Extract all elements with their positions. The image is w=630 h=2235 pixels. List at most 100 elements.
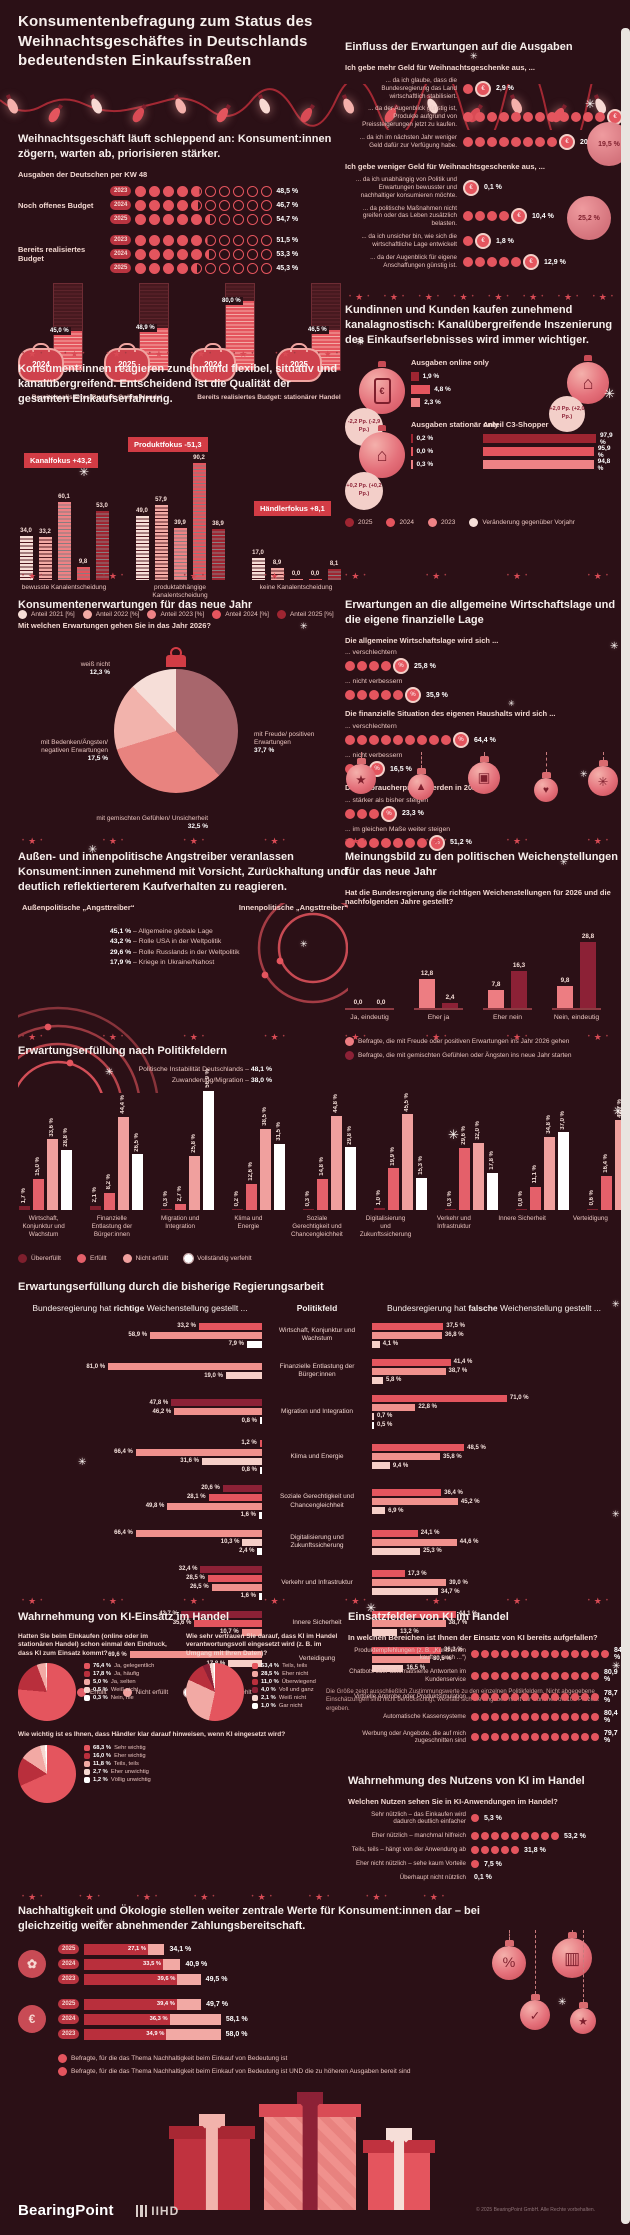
column: 1,7 % xyxy=(18,1188,30,1211)
value-label: 26,5 % xyxy=(189,1584,209,1591)
slice-value: 16,0 % xyxy=(93,1752,112,1759)
bar xyxy=(543,1136,555,1211)
dot xyxy=(511,1692,519,1701)
dot xyxy=(191,199,203,211)
slice-value: 11,8 % xyxy=(93,1760,111,1767)
slice-label: mit gemischten Gefühlen/ Unsicherheit xyxy=(96,814,208,822)
dot xyxy=(561,1671,569,1680)
value-label: 48,9 % xyxy=(134,323,157,332)
star-icon: ★ xyxy=(432,1031,441,1042)
star-dot-icon: • xyxy=(506,294,509,300)
star-dot-icon: • xyxy=(525,1598,528,1604)
inner-value: 33,5 % xyxy=(143,1961,162,1968)
value-label: 25,8 % xyxy=(191,1134,197,1153)
column: 1,0 % xyxy=(373,1190,385,1211)
dot xyxy=(561,1692,569,1701)
bar xyxy=(600,1175,612,1211)
dot xyxy=(571,1650,579,1659)
legend-item: 2,1 % Weiß nicht xyxy=(252,1695,316,1702)
star-group: • ★ • xyxy=(260,836,288,846)
total-value: 40,9 % xyxy=(185,1960,208,1968)
star-dot-icon: • xyxy=(587,838,590,844)
kanal-chart: Ausgaben online only 1,9 % 4,8 % 2,3 % € -2,2… xyxy=(345,356,617,510)
dot xyxy=(177,262,189,274)
legend-label: Vollständig verfehlt xyxy=(197,1254,252,1262)
star-group: • ★ • xyxy=(422,1031,450,1042)
percent-coin-icon: % xyxy=(393,658,409,675)
angsttreiber-chart: Außenpolitische „Angsttreiber“ Innenpolit… xyxy=(18,902,348,1093)
value-label: 13,2 % xyxy=(400,1629,419,1636)
column: 44,8 % xyxy=(330,1094,342,1211)
page-title: Konsumentenbefragung zum Status des Weih… xyxy=(18,13,313,69)
bar xyxy=(103,1192,115,1211)
bar-row: 0,8 % xyxy=(242,1466,262,1474)
value-label: 32,0 % xyxy=(475,1121,481,1140)
section-heading: Meinungsbild zu den politischen Weichens… xyxy=(345,851,618,878)
value-label: 8,2 % xyxy=(106,1174,112,1190)
dot xyxy=(561,1650,569,1659)
value-label: 6,9 % xyxy=(388,1507,404,1514)
dot xyxy=(541,1712,549,1721)
slice-label: Gar nicht xyxy=(278,1703,303,1710)
dot xyxy=(535,137,545,147)
legend-dot xyxy=(58,2066,67,2076)
star-dot-icon: • xyxy=(106,351,109,357)
value-label: 8,1 xyxy=(329,561,339,568)
star-dot-icon: • xyxy=(183,573,186,579)
bauble-icon: € xyxy=(359,367,405,414)
category-label: keine Kanalentscheidung xyxy=(259,583,333,591)
bar-row: 28,5 % xyxy=(186,1574,262,1582)
star-dot-icon: • xyxy=(40,1894,43,1900)
value-label: 19,9 % xyxy=(390,1146,396,1166)
dot xyxy=(581,1712,589,1721)
dot xyxy=(535,112,545,123)
star-icon: ★ xyxy=(189,835,198,846)
chart-question: Mit welchen Erwartungen gehen Sie in das… xyxy=(18,620,211,630)
star-icon: ★ xyxy=(512,570,522,581)
inner-value: 36,3 % xyxy=(149,2016,168,2023)
bar-row: 2023 39,6 % 49,5 % xyxy=(58,1973,480,1985)
legend-item: Anteil 2022 [%] xyxy=(82,610,139,620)
inner-segment: 27,1 % xyxy=(84,1943,149,1955)
dot xyxy=(531,1671,539,1680)
purse-column: 48,9 % 2025 xyxy=(104,282,176,388)
dot xyxy=(369,735,379,746)
erfuellung-legend: Übererfüllt Erfüllt Nicht erfüllt Vollständ… xyxy=(18,1252,616,1264)
star-group: • ★ • xyxy=(75,1892,103,1902)
gift-boxes-decoration xyxy=(168,2078,478,2218)
star-group: • ★ • xyxy=(260,1596,288,1606)
star-group: • ★ • xyxy=(341,836,369,846)
bar-pair: 0,0 0,0 xyxy=(345,999,394,1011)
column: 0,3 % xyxy=(444,1191,456,1211)
star-dot-icon: • xyxy=(136,1894,139,1900)
star-icon: ★ xyxy=(351,1031,360,1042)
star-dot-icon: • xyxy=(605,838,608,844)
column: 33,2 xyxy=(37,529,53,580)
budget-group-label: Noch offenes Budget xyxy=(18,200,94,210)
value-label: 81,0 % xyxy=(86,1363,106,1370)
dot xyxy=(551,1692,559,1701)
star-dot-icon: • xyxy=(426,1034,429,1040)
bar-row: 46,2 % xyxy=(153,1408,262,1416)
dot xyxy=(581,1650,589,1659)
snowflake-icon: ✳ xyxy=(105,1067,114,1078)
dot xyxy=(233,262,245,274)
ornament-cap xyxy=(356,758,366,764)
dot xyxy=(177,199,189,211)
item-value: 17,9 % xyxy=(110,959,132,967)
section-heading: Konsumentenerwartungen für das neue Jahr xyxy=(18,599,253,611)
star-dot-icon: • xyxy=(488,294,491,300)
dot xyxy=(481,1832,489,1841)
dot xyxy=(345,837,355,848)
column-group: 0,3 % 14,8 % 44,8 % 29,8 % xyxy=(302,1094,356,1211)
star-dot-icon: • xyxy=(592,294,595,300)
slice-value: 76,4 % xyxy=(93,1663,112,1670)
value-label: 78,7 % xyxy=(604,1689,618,1704)
bar-row: 5,8 % xyxy=(372,1376,401,1384)
legend-item: 0,3 % Nein, nie xyxy=(84,1695,154,1702)
dot xyxy=(511,1733,519,1742)
scrollbar[interactable] xyxy=(621,28,630,2224)
dot xyxy=(135,199,147,211)
category-label: Eher nein xyxy=(492,1014,523,1022)
value-label: 16,4 % xyxy=(603,1153,609,1173)
